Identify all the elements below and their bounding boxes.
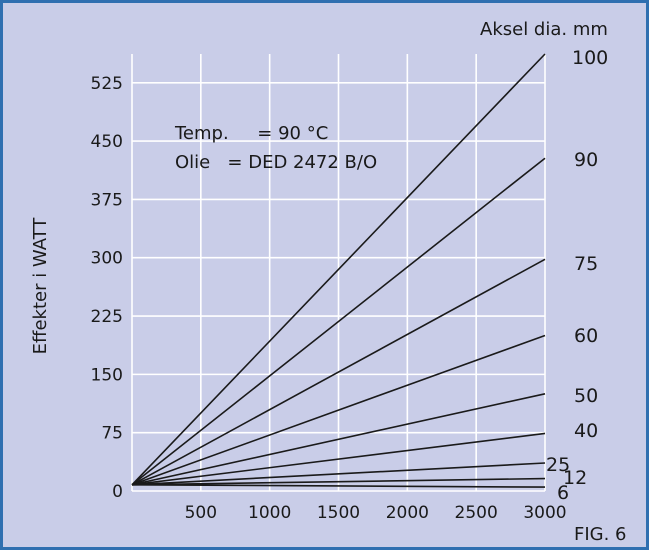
series-label-40: 40 [574,420,598,442]
y-axis-label: Effekter i WATT [30,217,51,355]
series-line-60 [131,334,546,486]
x-tick-label: 1000 [248,503,291,523]
note-temp: Temp. = 90 °C [174,123,328,144]
series-line-100 [131,53,546,486]
series-label-100: 100 [572,47,608,69]
series-label-60: 60 [574,325,598,347]
series-label-50: 50 [574,385,598,407]
series-line-6 [131,483,546,488]
series-label-25: 25 [546,454,570,476]
series-lines [131,53,546,488]
series-line-25 [131,462,546,486]
y-tick-label: 375 [91,190,123,210]
x-tick-label: 500 [185,503,217,523]
y-tick-label: 0 [112,482,123,502]
y-tick-label: 225 [91,307,123,327]
y-tick-label: 525 [91,74,123,94]
note-oil: Olie = DED 2472 B/O [175,152,377,173]
series-line-40 [131,432,546,486]
y-tick-label: 150 [91,365,123,385]
series-line-12 [131,477,546,486]
series-line-50 [131,393,546,486]
series-label-75: 75 [574,253,598,275]
series-label-6: 6 [557,482,569,504]
x-tick-labels: 500 1000 1500 2000 2500 3000 [185,503,567,523]
y-tick-label: 450 [91,132,123,152]
grid [132,54,546,491]
x-tick-label: 3000 [523,503,566,523]
figure-label: FIG. 6 [574,524,627,545]
series-label-90: 90 [574,149,598,171]
x-tick-label: 1500 [317,503,360,523]
series-line-90 [131,157,546,486]
series-label-12: 12 [563,467,587,489]
y-tick-label: 75 [101,424,123,444]
y-tick-label: 300 [91,249,123,269]
x-tick-label: 2000 [386,503,429,523]
axes [131,54,545,492]
series-header: Aksel dia. mm [480,19,608,40]
x-tick-label: 2500 [455,503,498,523]
y-tick-labels: 0 75 150 225 300 375 450 525 [91,74,123,502]
series-line-75 [131,258,546,486]
